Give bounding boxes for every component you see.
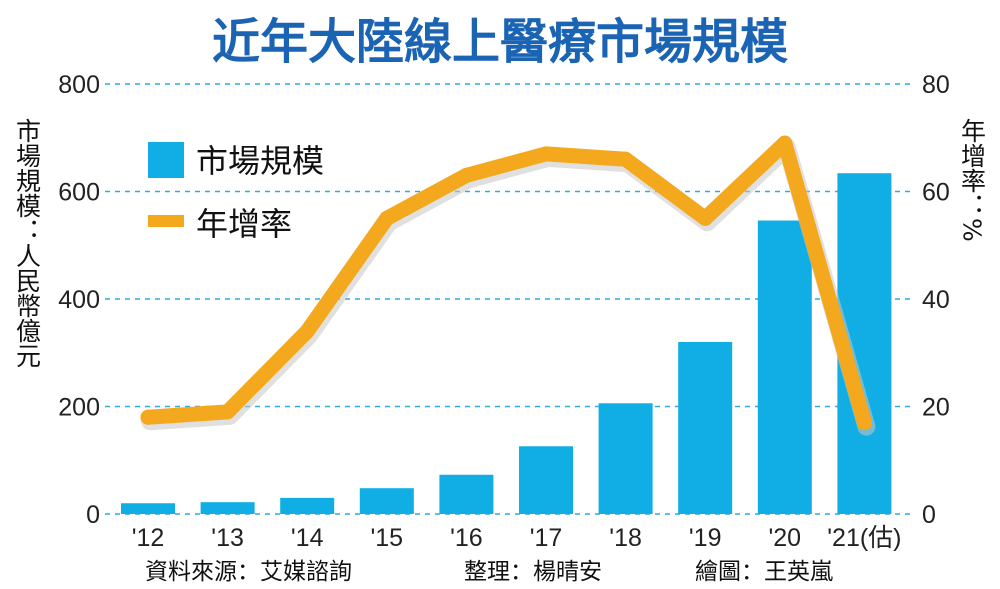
y-tick-label-right: 80 [922, 71, 950, 99]
bar [519, 446, 573, 514]
bar [121, 503, 175, 514]
y-tick-label-left: 600 [58, 179, 100, 207]
y-axis-label-left: 市場規模：人民幣億元 [13, 118, 42, 368]
line-point [220, 404, 236, 420]
x-tick-label: '18 [609, 524, 642, 552]
legend-label-line: 年增率 [196, 205, 292, 243]
footer-artist: 繪圖：王英嵐 [695, 559, 833, 585]
y-tick-label-left: 200 [58, 394, 100, 422]
bar [359, 488, 414, 514]
tick-labels: 0 200 400 600 800 0 20 40 60 80 '12 '13 '14 '15 '16 '17… [58, 71, 950, 552]
bar [678, 342, 733, 514]
y-tick-label-right: 0 [922, 501, 936, 529]
x-tick-label: '12 [132, 524, 165, 552]
x-tick-label: '14 [291, 524, 324, 552]
x-tick-label: '21(估) [827, 524, 901, 552]
y-axis-label-right: 年增率：% [958, 118, 987, 242]
line-point [856, 415, 872, 431]
line-path [140, 135, 872, 431]
y-tick-label-right: 20 [922, 394, 950, 422]
line-point [697, 210, 713, 226]
line-point [458, 167, 474, 183]
line-series [140, 135, 876, 436]
legend-label-bar: 市場規模 [196, 142, 324, 180]
x-tick-label: '20 [769, 524, 802, 552]
y-tick-label-right: 60 [922, 179, 950, 207]
bar [439, 474, 494, 514]
y-tick-label-left: 800 [58, 71, 100, 99]
line-point [299, 323, 315, 339]
line-point [618, 151, 634, 167]
y-tick-label-left: 0 [86, 501, 100, 529]
bar [200, 502, 255, 514]
y-tick-label-left: 400 [58, 286, 100, 314]
x-tick-label: '13 [211, 524, 244, 552]
legend-swatch-line [148, 215, 184, 227]
chart-title: 近年大陸線上醫療市場規模 [212, 14, 788, 70]
bar [598, 403, 653, 514]
line-point [379, 210, 395, 226]
bar-series [121, 173, 892, 514]
x-tick-label: '15 [371, 524, 404, 552]
x-tick-label: '19 [689, 524, 722, 552]
y-tick-label-right: 40 [922, 286, 950, 314]
line-point [777, 135, 793, 151]
footer-source: 資料來源：艾媒諮詢 [145, 559, 352, 585]
legend: 市場規模 年增率 [148, 142, 324, 243]
bar [757, 220, 812, 514]
legend-swatch-bar [148, 142, 184, 178]
x-tick-label: '17 [530, 524, 563, 552]
x-tick-label: '16 [450, 524, 483, 552]
line-point [538, 146, 554, 162]
footer-editor: 整理：楊晴安 [464, 559, 602, 585]
bar [280, 497, 335, 514]
line-point [140, 409, 156, 425]
